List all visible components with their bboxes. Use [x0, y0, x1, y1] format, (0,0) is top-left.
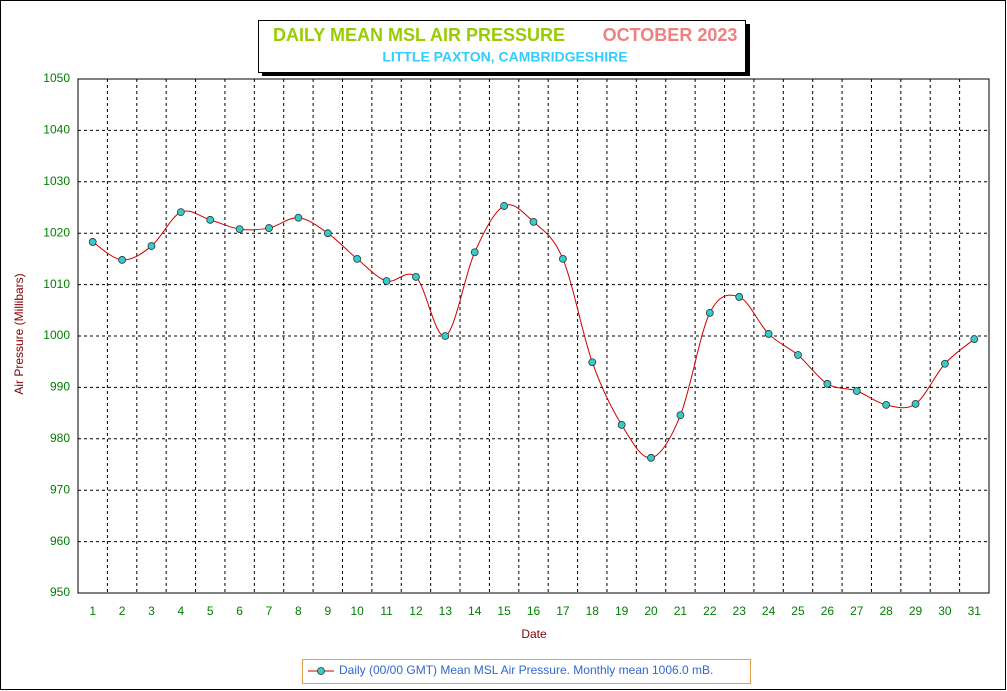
data-point	[265, 224, 273, 232]
x-tick-label: 28	[879, 604, 893, 618]
x-tick-label: 18	[586, 604, 600, 618]
x-tick-label: 3	[148, 604, 155, 618]
y-tick-label: 980	[50, 431, 70, 445]
x-tick-label: 29	[909, 604, 923, 618]
x-tick-label: 22	[703, 604, 717, 618]
x-tick-label: 24	[762, 604, 776, 618]
data-point	[382, 277, 391, 285]
x-tick-label: 31	[968, 604, 982, 618]
x-tick-label: 21	[674, 604, 688, 618]
y-tick-label: 1040	[43, 123, 70, 137]
legend-box	[302, 659, 751, 684]
data-point	[794, 351, 802, 359]
data-point	[647, 453, 655, 462]
y-tick-label: 960	[50, 534, 70, 548]
x-tick-label: 11	[380, 604, 393, 618]
x-tick-label: 19	[615, 604, 629, 618]
x-tick-label: 17	[556, 604, 570, 618]
x-tick-label: 26	[821, 604, 835, 618]
x-tick-label: 27	[850, 604, 864, 618]
chart-title: DAILY MEAN MSL AIR PRESSURE	[273, 25, 565, 45]
data-point	[529, 217, 538, 226]
data-point	[823, 379, 832, 388]
x-tick-label: 6	[236, 604, 243, 618]
x-tick-label: 20	[644, 604, 658, 618]
x-tick-label: 15	[497, 604, 511, 618]
x-tick-label: 9	[324, 604, 331, 618]
data-point	[206, 215, 215, 224]
x-tick-label: 16	[527, 604, 541, 618]
data-point	[147, 242, 156, 250]
plot-border	[77, 78, 990, 594]
x-tick-label: 2	[119, 604, 126, 618]
chart-title-period: OCTOBER 2023	[603, 25, 738, 45]
y-tick-label: 970	[50, 482, 70, 496]
x-tick-label: 4	[178, 604, 185, 618]
legend-marker	[317, 667, 325, 675]
chart-subtitle: LITTLE PAXTON, CAMBRIDGESHIRE	[382, 49, 627, 65]
data-point	[88, 238, 97, 246]
y-tick-label: 1020	[43, 225, 70, 239]
data-point	[970, 335, 979, 343]
data-point	[705, 308, 714, 317]
x-tick-label: 5	[207, 604, 214, 618]
x-tick-label: 14	[468, 604, 482, 618]
data-point	[441, 332, 450, 340]
data-point	[353, 254, 362, 263]
data-point	[941, 359, 949, 368]
data-point	[617, 421, 626, 429]
data-point	[323, 229, 332, 238]
data-point	[911, 399, 920, 408]
data-point	[882, 400, 891, 409]
y-tick-label: 1030	[43, 174, 70, 188]
y-tick-label: 1050	[43, 71, 70, 85]
x-axis-label: Date	[521, 627, 547, 641]
title-box	[258, 20, 746, 73]
data-point	[852, 387, 861, 395]
data-point	[735, 293, 744, 301]
y-tick-label: 990	[50, 380, 70, 394]
data-point	[676, 411, 685, 420]
data-point	[470, 248, 479, 257]
x-tick-label: 30	[938, 604, 952, 618]
x-tick-label: 12	[409, 604, 423, 618]
data-point	[294, 213, 303, 222]
data-point	[588, 358, 597, 367]
x-tick-label: 7	[266, 604, 273, 618]
x-tick-label: 25	[791, 604, 805, 618]
x-tick-label: 8	[295, 604, 302, 618]
data-point	[558, 254, 567, 263]
x-tick-label: 13	[439, 604, 453, 618]
x-tick-label: 1	[89, 604, 96, 618]
x-tick-label: 10	[350, 604, 364, 618]
data-point	[500, 202, 509, 210]
data-point	[412, 272, 420, 281]
data-point	[764, 330, 773, 338]
x-tick-label: 23	[733, 604, 747, 618]
y-tick-label: 1000	[43, 328, 70, 342]
data-point	[176, 208, 185, 217]
y-axis-label: Air Pressure (Millibars)	[12, 273, 26, 394]
data-point	[118, 256, 126, 264]
y-tick-label: 1010	[43, 277, 70, 291]
data-point	[235, 225, 244, 233]
legend-label: Daily (00/00 GMT) Mean MSL Air Pressure.…	[339, 663, 713, 677]
y-tick-label: 950	[50, 585, 70, 599]
